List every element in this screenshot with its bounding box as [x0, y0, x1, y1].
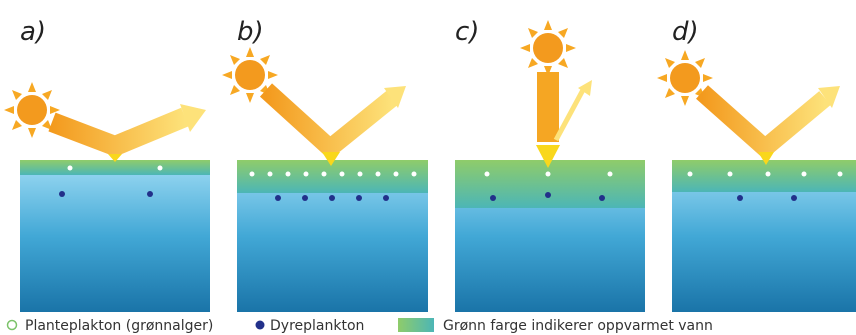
sunlight: [4, 20, 840, 168]
panel-label: d): [672, 17, 699, 47]
legend-symbol: [398, 318, 434, 332]
legend: Planteplakton (grønnalger) Dyreplankton …: [8, 318, 713, 334]
panel-label: c): [455, 17, 479, 47]
panel-label: a): [20, 17, 46, 47]
panel-label: b): [237, 17, 264, 47]
legend-symbol: [8, 321, 17, 330]
warm-layer: [455, 160, 645, 208]
legend-label: Planteplakton (grønnalger): [25, 318, 213, 334]
warm-layer: [237, 160, 428, 193]
warm-layer: [20, 160, 210, 175]
water-panels: [20, 160, 856, 312]
warm-layer: [672, 160, 856, 192]
legend-label: Grønn farge indikerer oppvarmet vann: [443, 318, 713, 334]
water: [20, 160, 210, 312]
legend-label: Dyreplankton: [270, 318, 364, 334]
diagram: a) b) c) d) Planteplakton (grønnalger) D…: [0, 0, 856, 335]
legend-symbol: [256, 321, 265, 330]
